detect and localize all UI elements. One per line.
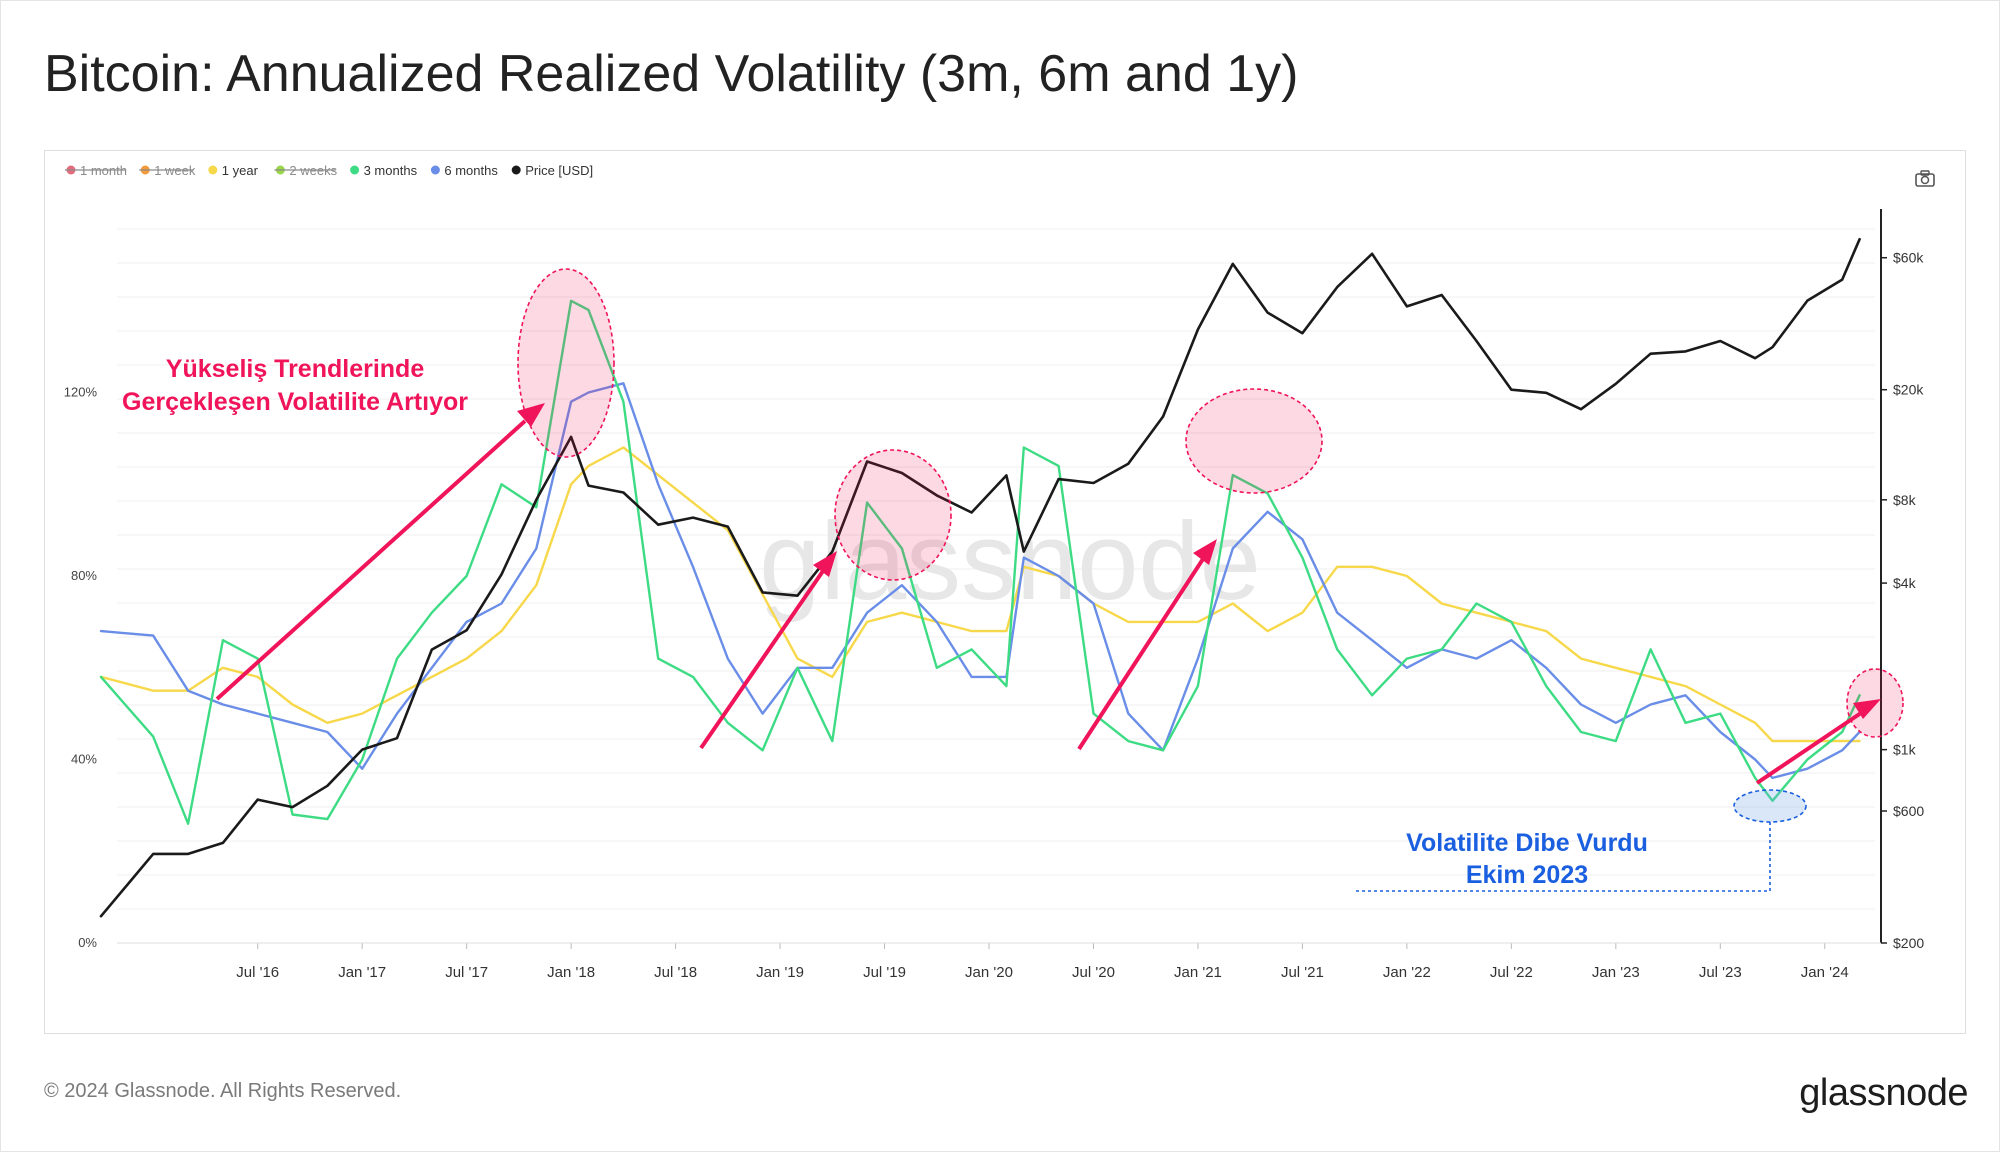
x-tick-label: Jan '20 — [965, 964, 1013, 981]
chart-panel: glassnode 1 month 1 week 1 year 2 weeks 3 mo… — [44, 150, 1966, 1034]
y-left-tick-label: 80% — [71, 568, 97, 583]
x-tick-label: Jan '22 — [1383, 964, 1431, 981]
copyright: © 2024 Glassnode. All Rights Reserved. — [44, 1080, 402, 1102]
y-left-tick-label: 0% — [78, 935, 97, 950]
watermark: glassnode — [759, 500, 1261, 623]
trend-arrow-4 — [1755, 699, 1881, 785]
legend-label: 1 year — [222, 163, 259, 178]
series-line-3-months — [99, 299, 1861, 825]
legend-label: 3 months — [364, 163, 418, 178]
x-tick-label: Jul '19 — [863, 964, 906, 981]
x-tick-label: Jul '20 — [1072, 964, 1115, 981]
y-left-tick-label: 120% — [64, 385, 98, 400]
y-right-tick-label: $8k — [1893, 492, 1917, 508]
x-tick-label: Jan '19 — [756, 964, 804, 981]
legend-item[interactable]: 3 months — [350, 163, 418, 178]
x-tick-label: Jul '17 — [445, 964, 488, 981]
bottom-note-line2: Ekim 2023 — [1466, 861, 1588, 889]
annotations: Yükseliş Trendlerinde Gerçekleşen Volati… — [122, 268, 1904, 892]
y-left-tick-label: 40% — [71, 752, 97, 767]
y-right-tick-label: $60k — [1893, 250, 1924, 266]
x-tick-label: Jan '23 — [1592, 964, 1640, 981]
series-layer — [99, 237, 1861, 918]
x-tick-label: Jul '22 — [1490, 964, 1533, 981]
y-right-tick-label: $600 — [1893, 803, 1924, 819]
highlight-ellipse-2019 — [834, 449, 952, 581]
legend-item[interactable]: Price [USD] — [511, 163, 593, 178]
highlight-ellipse-2018 — [517, 268, 615, 458]
x-tick-label: Jul '16 — [236, 964, 279, 981]
series-line-price-usd — [99, 237, 1861, 918]
y-axis-right: $200 $600 $1k $4k $8k $20k $60k — [1881, 250, 1924, 951]
grid-lines — [117, 228, 1875, 910]
highlight-ellipse-2021 — [1185, 388, 1323, 494]
legend-item[interactable]: 1 month — [65, 163, 127, 178]
legend-label: 6 months — [444, 163, 498, 178]
page-title: Bitcoin: Annualized Realized Volatility … — [44, 45, 1299, 103]
x-axis: Jul '16 Jan '17 Jul '17 Jan '18 Jul '18 Jan '… — [236, 943, 1849, 981]
volatility-chart: glassnode 1 month 1 week 1 year 2 weeks 3 mo… — [64, 163, 1935, 981]
bottom-note-line1: Volatilite Dibe Vurdu — [1406, 829, 1648, 857]
bottom-leader-line — [1355, 822, 1771, 892]
x-tick-label: Jan '17 — [338, 964, 386, 981]
legend-item[interactable]: 1 year — [208, 163, 259, 178]
bottom-ellipse-2023 — [1733, 789, 1807, 823]
trend-arrow-3 — [1077, 539, 1217, 751]
x-tick-label: Jul '21 — [1281, 964, 1324, 981]
x-tick-label: Jul '23 — [1699, 964, 1742, 981]
y-right-tick-label: $1k — [1893, 742, 1917, 758]
y-right-tick-label: $4k — [1893, 575, 1917, 591]
rising-note-line1: Yükseliş Trendlerinde — [166, 355, 425, 383]
x-tick-label: Jan '21 — [1174, 964, 1222, 981]
legend-item[interactable]: 1 week — [139, 163, 196, 178]
legend-label: Price [USD] — [525, 163, 593, 178]
camera-icon[interactable] — [1915, 170, 1935, 187]
brand-logo: glassnode — [1799, 1072, 1968, 1114]
x-tick-label: Jan '18 — [547, 964, 595, 981]
trend-arrow-2 — [699, 551, 837, 750]
y-right-tick-label: $200 — [1893, 935, 1924, 951]
legend-item[interactable]: 6 months — [430, 163, 498, 178]
rising-note-line2: Gerçekleşen Volatilite Artıyor — [122, 388, 468, 416]
legend: 1 month 1 week 1 year 2 weeks 3 months 6 mont… — [65, 163, 593, 178]
y-axis-left: 0% 40% 80% 120% — [64, 385, 98, 951]
x-tick-label: Jan '24 — [1801, 964, 1849, 981]
y-right-tick-label: $20k — [1893, 382, 1924, 398]
legend-item[interactable]: 2 weeks — [274, 163, 338, 178]
x-tick-label: Jul '18 — [654, 964, 697, 981]
trend-arrow-1 — [215, 403, 545, 701]
